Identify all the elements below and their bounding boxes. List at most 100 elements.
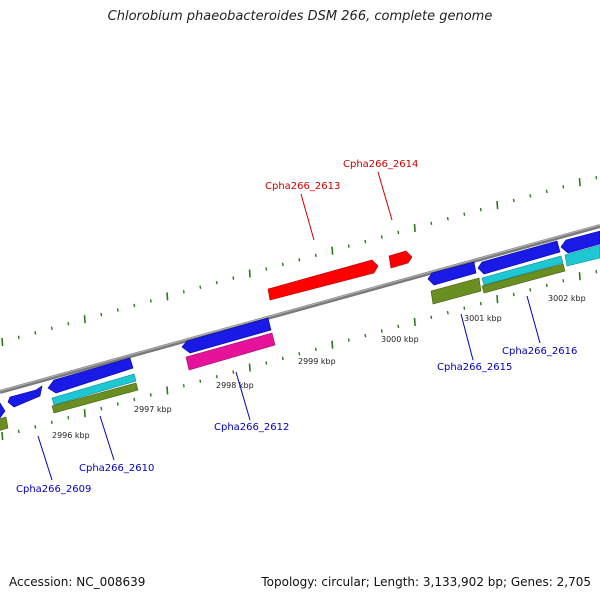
major-tick (166, 386, 169, 395)
cyan-feature-2[interactable] (481, 255, 564, 286)
gene-cpha266-2608[interactable] (0, 402, 6, 419)
minor-tick (50, 326, 53, 331)
minor-tick (232, 370, 235, 374)
minor-tick (380, 329, 383, 333)
leader-cpha266-2616 (526, 295, 541, 344)
minor-tick (446, 216, 449, 221)
minor-tick (298, 352, 301, 356)
olive-feature-0[interactable] (0, 416, 9, 432)
olive-feature-1[interactable] (51, 382, 139, 414)
minor-tick (314, 347, 317, 352)
gene-label-leaders (37, 171, 541, 481)
genome-backbone (0, 224, 600, 394)
genome-summary-text: Topology: circular; Length: 3,133,902 bp… (261, 575, 591, 589)
accession-text: Accession: NC_008639 (9, 575, 146, 589)
outer-tick-track (1, 175, 598, 347)
gene-label-cpha266-2610[interactable]: Cpha266_2610 (79, 463, 154, 474)
minor-tick (463, 306, 466, 310)
olive-feature-3[interactable] (481, 263, 566, 294)
cyan-feature-1[interactable] (51, 373, 137, 406)
cyan-feature-3[interactable] (564, 244, 600, 267)
minor-tick (479, 301, 482, 306)
minor-tick (446, 310, 449, 315)
gene-cpha266-2614[interactable] (388, 250, 413, 269)
major-tick (248, 269, 251, 278)
minor-tick (116, 308, 119, 312)
leader-cpha266-2614 (377, 171, 393, 221)
minor-tick (380, 235, 383, 239)
map-title: Chlorobium phaeobacteroides DSM 266, com… (107, 9, 493, 24)
scale-labels: 2996 kbp 2997 kbp 2998 kbp 2999 kbp 3000… (52, 294, 586, 440)
gene-label-cpha266-2612[interactable]: Cpha266_2612 (214, 422, 289, 433)
minor-tick (512, 198, 515, 203)
olive-feature-2[interactable] (430, 277, 482, 305)
gene-labels: Cpha266_2613 Cpha266_2614 Cpha266_2609 C… (16, 159, 577, 495)
minor-tick (199, 379, 202, 383)
gene-cpha266-2609[interactable] (7, 385, 43, 408)
minor-tick (133, 397, 136, 402)
minor-tick (149, 299, 152, 303)
gene-label-cpha266-2615[interactable]: Cpha266_2615 (437, 362, 512, 373)
scale-label: 2999 kbp (298, 357, 336, 366)
minor-tick (265, 267, 268, 271)
major-tick (413, 223, 416, 232)
major-tick (83, 409, 86, 418)
scale-label: 2998 kbp (216, 381, 254, 390)
major-tick (578, 178, 581, 187)
magenta-feature[interactable] (185, 332, 276, 371)
major-tick (496, 295, 499, 304)
minor-tick (463, 212, 466, 216)
leader-cpha266-2609 (37, 435, 53, 481)
genome-backbone-highlight (0, 224, 600, 392)
minor-tick (347, 244, 350, 248)
gene-cpha266-2616[interactable] (477, 240, 561, 275)
major-tick (496, 201, 499, 210)
reverse-strand-blue-genes (0, 230, 600, 419)
gene-cpha266-2612[interactable] (181, 317, 272, 354)
minor-tick (298, 258, 301, 262)
minor-tick (364, 239, 367, 244)
olive-feature-track (0, 263, 566, 432)
minor-tick (512, 292, 515, 297)
leader-cpha266-2612 (235, 371, 251, 421)
minor-tick (100, 312, 103, 317)
scale-label: 2997 kbp (134, 405, 172, 414)
inner-tick-track (1, 269, 598, 441)
scale-label: 3001 kbp (464, 314, 502, 323)
minor-tick (281, 356, 284, 361)
major-tick (413, 317, 416, 326)
minor-tick (50, 420, 53, 425)
minor-tick (17, 335, 20, 340)
minor-tick (397, 230, 400, 235)
major-tick (248, 363, 251, 372)
major-tick (166, 292, 169, 301)
major-tick (1, 337, 4, 347)
major-tick (83, 315, 86, 324)
minor-tick (430, 315, 433, 320)
minor-tick (149, 393, 152, 397)
scale-label: 2996 kbp (52, 431, 90, 440)
major-tick (331, 246, 334, 255)
leader-cpha266-2610 (99, 415, 115, 461)
minor-tick (199, 285, 202, 289)
minor-tick (595, 175, 598, 180)
minor-tick (562, 185, 565, 189)
gene-label-cpha266-2616[interactable]: Cpha266_2616 (502, 346, 577, 357)
minor-tick (430, 221, 433, 226)
minor-tick (545, 189, 548, 194)
minor-tick (34, 425, 37, 429)
minor-tick (479, 207, 482, 212)
minor-tick (232, 276, 235, 280)
gene-cpha266-2613[interactable] (267, 259, 379, 301)
gene-cpha266-2615[interactable] (427, 261, 477, 286)
minor-tick (529, 288, 532, 292)
gene-cpha266-2610[interactable] (47, 357, 134, 394)
minor-tick (314, 253, 317, 258)
minor-tick (562, 279, 565, 283)
forward-strand-genes (267, 250, 413, 301)
gene-label-cpha266-2613[interactable]: Cpha266_2613 (265, 181, 340, 192)
gene-cpha266-2617[interactable] (560, 230, 600, 254)
gene-label-cpha266-2609[interactable]: Cpha266_2609 (16, 484, 91, 495)
gene-label-cpha266-2614[interactable]: Cpha266_2614 (343, 159, 418, 170)
